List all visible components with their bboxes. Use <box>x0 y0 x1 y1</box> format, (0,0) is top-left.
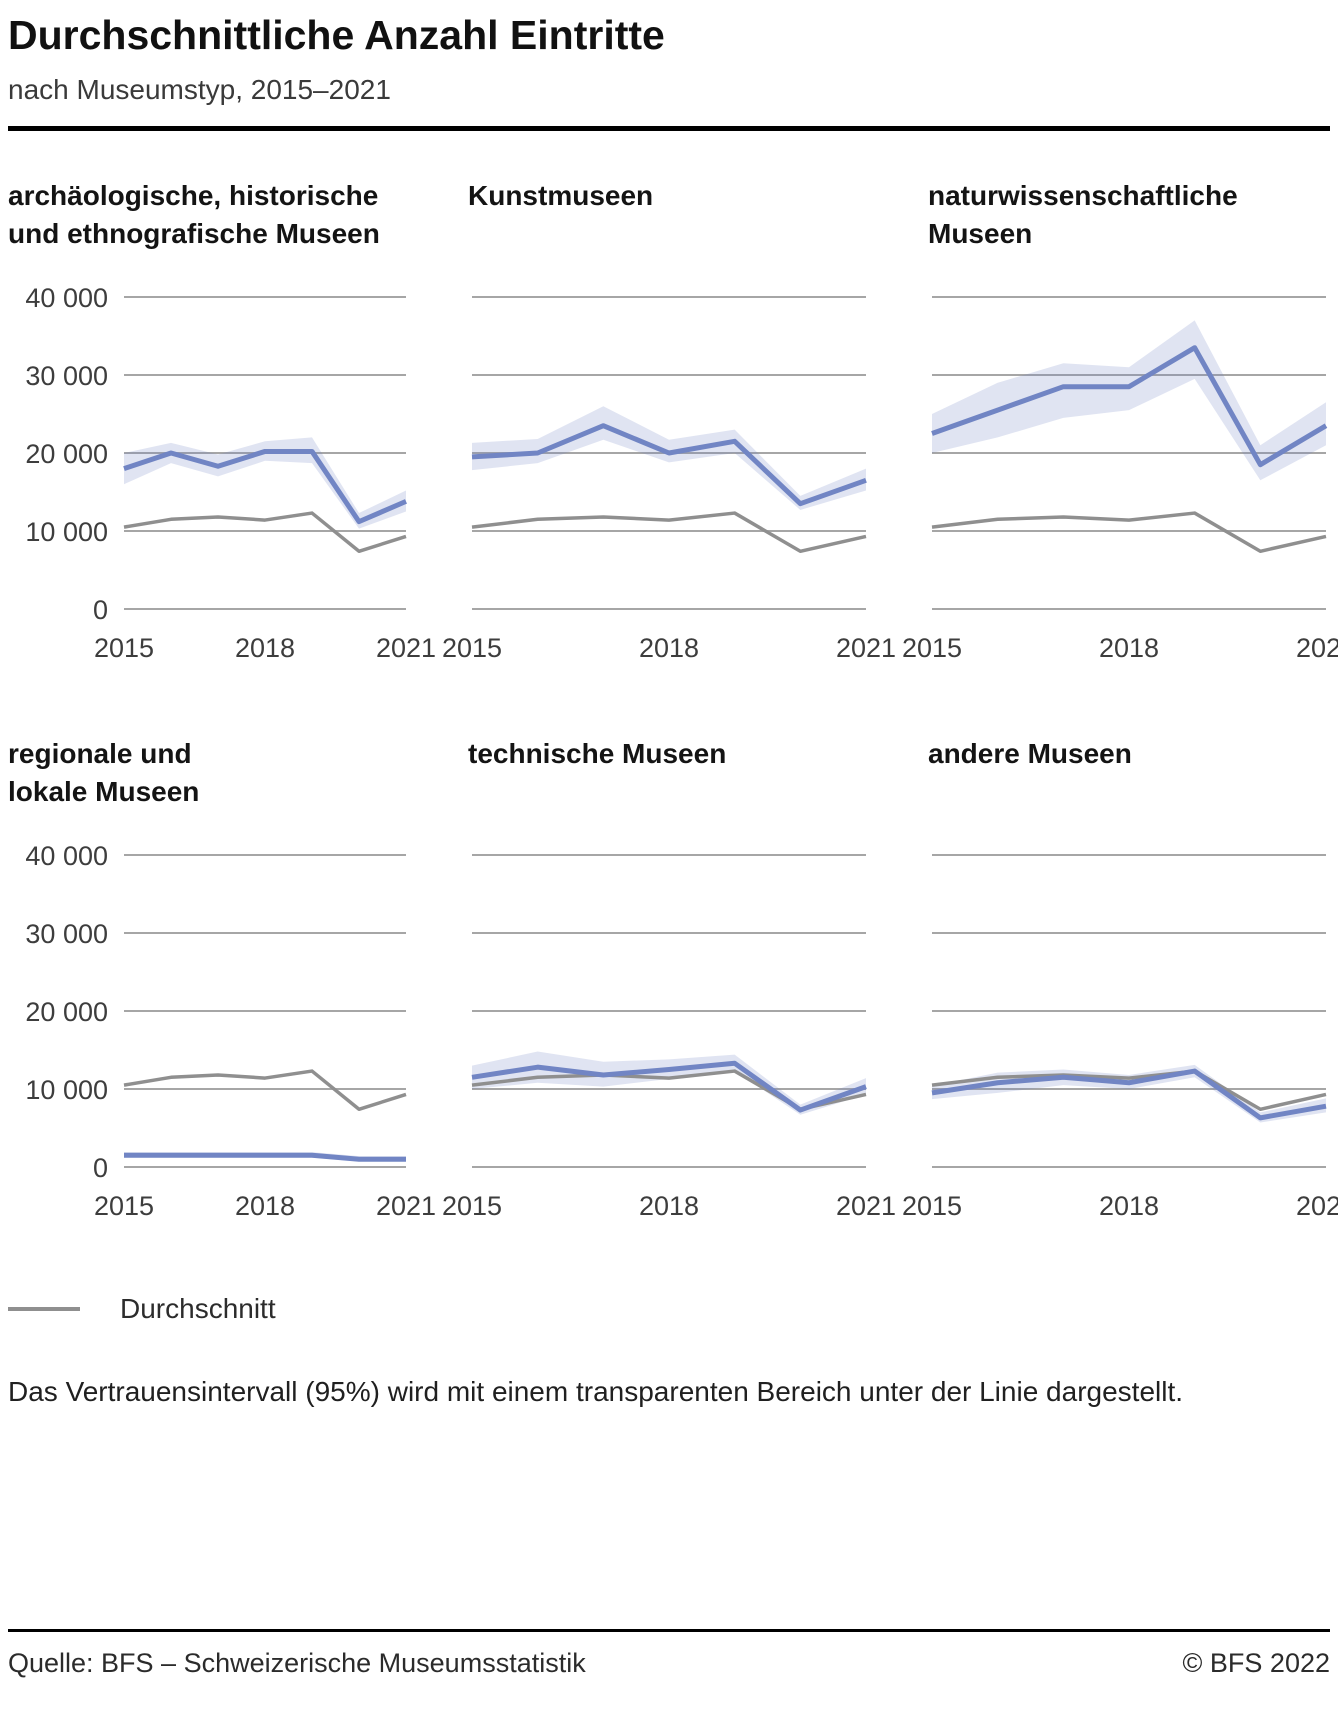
page-title: Durchschnittliche Anzahl Eintritte <box>8 12 665 58</box>
panel-chart: 0 10 000 20 000 30 000 40 000 2015 2018 2021 <box>25 283 436 663</box>
y-tick-label: 10 000 <box>25 1075 108 1105</box>
panel-title: regionale und lokale Museen <box>8 738 200 807</box>
chart-panel: technische Museen 2015 2018 2021 <box>442 735 896 1229</box>
average-line <box>123 511 407 554</box>
x-tick-label: 2021 <box>836 633 896 663</box>
page-subtitle: nach Museumstyp, 2015–2021 <box>8 74 391 105</box>
series-line <box>124 1152 406 1162</box>
panel-chart: 2015 2018 2021 <box>442 854 896 1221</box>
x-tick-label: 2015 <box>902 1191 962 1221</box>
x-tick-label: 2015 <box>94 633 154 663</box>
y-tick-label: 10 000 <box>25 517 108 547</box>
x-tick-label: 2021 <box>1296 633 1338 663</box>
average-line <box>931 1069 1327 1112</box>
chart-panel: Kunstmuseen 2015 2018 2021 <box>442 177 896 671</box>
x-tick-label: 2015 <box>902 633 962 663</box>
panel-title: technische Museen <box>468 738 727 769</box>
average-line <box>931 511 1327 554</box>
x-tick-label: 2015 <box>442 1191 502 1221</box>
copyright-text: © BFS 2022 <box>1182 1648 1330 1678</box>
panel-title: naturwissenschaftliche Museen <box>928 180 1238 249</box>
x-tick-label: 2021 <box>376 633 436 663</box>
confidence-note: Das Vertrauensintervall (95%) wird mit e… <box>8 1376 1184 1407</box>
panel-title: Kunstmuseen <box>468 180 654 211</box>
footer: Quelle: BFS – Schweizerische Museumsstat… <box>8 1629 1330 1721</box>
x-tick-label: 2021 <box>376 1191 436 1221</box>
confidence-band <box>932 1064 1326 1123</box>
series-line <box>471 423 867 507</box>
y-tick-label: 20 000 <box>25 997 108 1027</box>
legend-label: Durchschnitt <box>120 1293 276 1324</box>
chart-grid: archäologische, historische und ethnograf… <box>0 177 1338 1229</box>
panel-chart: 2015 2018 2021 <box>442 296 896 663</box>
panel-chart: 2015 2018 2021 <box>902 854 1338 1221</box>
average-line-swatch <box>8 1307 80 1311</box>
y-tick-label: 20 000 <box>25 439 108 469</box>
source-text: Quelle: BFS – Schweizerische Museumsstat… <box>8 1648 586 1678</box>
header: Durchschnittliche Anzahl Eintritte nach … <box>0 0 1338 131</box>
y-tick-label: 0 <box>93 595 108 625</box>
x-tick-label: 2021 <box>1296 1191 1338 1221</box>
header-divider <box>8 126 1330 131</box>
chart-panel: andere Museen 2015 2018 2021 <box>902 735 1338 1229</box>
legend: Durchschnitt <box>0 1293 1338 1325</box>
series-line <box>931 1068 1327 1121</box>
x-tick-label: 2018 <box>1099 633 1159 663</box>
panel-title: andere Museen <box>928 738 1132 769</box>
x-tick-label: 2018 <box>235 633 295 663</box>
confidence-band <box>472 1051 866 1115</box>
confidence-band <box>472 406 866 510</box>
series-line <box>123 448 407 525</box>
panel-chart: 0 10 000 20 000 30 000 40 000 2015 2018 2021 <box>25 841 436 1221</box>
y-tick-label: 40 000 <box>25 283 108 313</box>
y-tick-label: 30 000 <box>25 361 108 391</box>
y-tick-label: 30 000 <box>25 919 108 949</box>
x-tick-label: 2015 <box>442 633 502 663</box>
y-tick-label: 0 <box>93 1153 108 1183</box>
x-tick-label: 2015 <box>94 1191 154 1221</box>
x-tick-label: 2018 <box>1099 1191 1159 1221</box>
x-tick-label: 2018 <box>639 1191 699 1221</box>
x-tick-label: 2018 <box>639 633 699 663</box>
series-line <box>931 345 1328 468</box>
average-line <box>471 511 867 554</box>
confidence-band <box>932 320 1326 481</box>
chart-panel: regionale und lokale Museen 0 10 000 20 000 3… <box>8 735 436 1229</box>
x-tick-label: 2021 <box>836 1191 896 1221</box>
series-line <box>471 1060 867 1113</box>
average-line <box>123 1069 407 1112</box>
panel-chart: 2015 2018 2021 <box>902 296 1338 663</box>
x-tick-label: 2018 <box>235 1191 295 1221</box>
chart-panel: archäologische, historische und ethnograf… <box>8 177 436 671</box>
panel-title: archäologische, historische und ethnograf… <box>8 180 380 249</box>
y-tick-label: 40 000 <box>25 841 108 871</box>
